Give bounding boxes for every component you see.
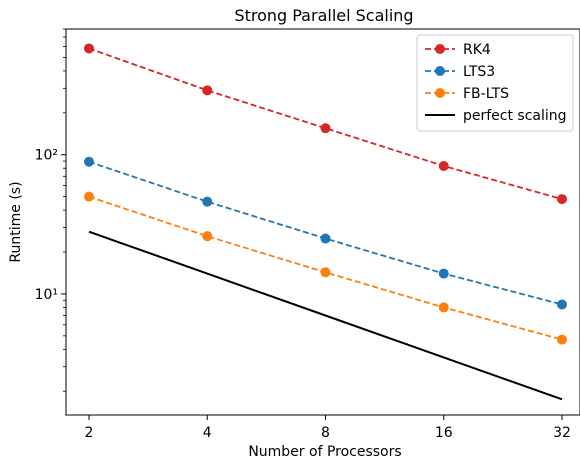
data-point-rk4 <box>320 123 331 134</box>
data-point-fb-lts <box>557 334 567 345</box>
y-axis-title: Runtime (s) <box>8 181 24 262</box>
legend-label-lts3: LTS3 <box>463 64 495 80</box>
data-point-fb-lts <box>84 191 94 202</box>
y-axis: 10¹ 10² <box>35 28 66 392</box>
data-point-rk4 <box>84 43 94 54</box>
x-tick-label: 8 <box>321 425 330 441</box>
data-point-fb-lts <box>202 231 213 242</box>
y-tick-label: 10¹ <box>35 287 58 303</box>
plot-marks <box>84 43 567 401</box>
legend-marker-fb-lts <box>435 88 445 98</box>
data-point-fb-lts <box>320 267 331 278</box>
data-point-lts3 <box>438 268 449 279</box>
legend-marker-lts3 <box>435 66 445 76</box>
data-point-lts3 <box>84 156 94 167</box>
data-point-rk4 <box>438 160 449 171</box>
x-tick-label: 16 <box>435 425 453 441</box>
legend-marker-rk4 <box>435 44 445 54</box>
series-line-perfect-scaling <box>88 230 563 401</box>
data-point-rk4 <box>557 194 567 205</box>
legend-label-rk4: RK4 <box>463 42 491 58</box>
data-point-fb-lts <box>438 302 449 313</box>
y-tick-label: 10² <box>35 148 58 164</box>
data-point-lts3 <box>320 233 331 244</box>
x-tick-label: 2 <box>85 425 94 441</box>
series-line-lts3 <box>88 160 563 306</box>
data-point-lts3 <box>202 196 213 207</box>
legend-label-perfect-scaling: perfect scaling <box>463 108 567 124</box>
x-tick-label: 4 <box>203 425 212 441</box>
series-line-rk4 <box>88 47 563 200</box>
x-axis: 2 4 8 16 32 <box>85 415 571 441</box>
chart-title: Strong Parallel Scaling <box>234 6 413 25</box>
legend-label-fb-lts: FB-LTS <box>463 86 509 102</box>
legend-box <box>416 34 574 132</box>
legend: RK4 LTS3 FB-LTS perfect scaling <box>416 34 574 132</box>
data-point-rk4 <box>202 85 213 96</box>
data-point-lts3 <box>557 299 567 310</box>
x-tick-label: 32 <box>553 425 571 441</box>
plot-frame <box>65 28 580 416</box>
x-axis-title: Number of Processors <box>248 444 401 459</box>
